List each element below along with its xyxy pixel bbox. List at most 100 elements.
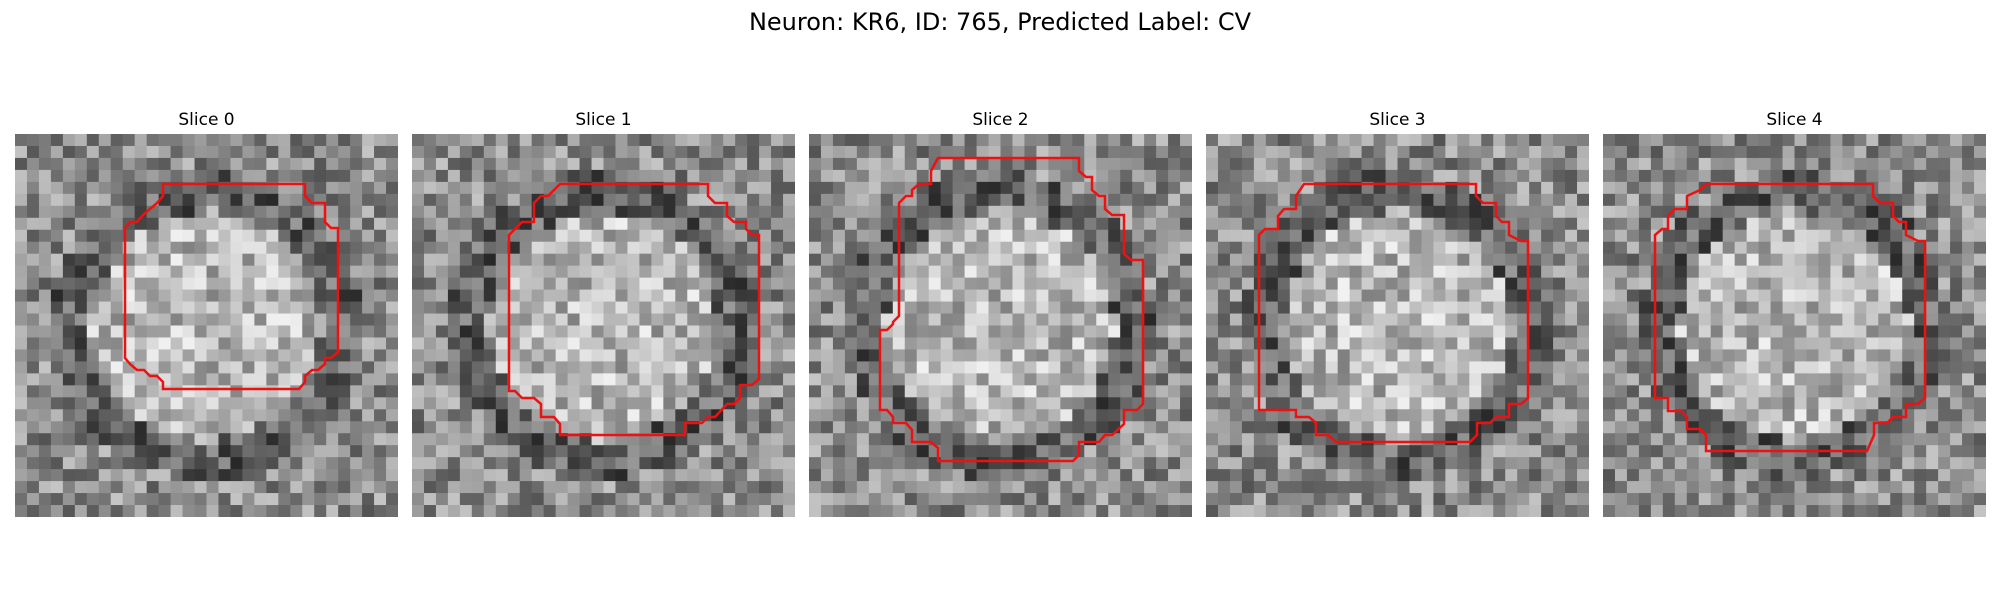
- pixel: [567, 505, 581, 517]
- pixel: [1577, 469, 1589, 482]
- pixel: [1493, 253, 1506, 267]
- pixel: [362, 397, 375, 410]
- pixel: [74, 373, 88, 386]
- pixel: [1950, 433, 1963, 446]
- pixel: [603, 433, 617, 446]
- pixel: [26, 505, 40, 517]
- pixel: [1902, 145, 1915, 159]
- pixel: [338, 409, 351, 422]
- pixel: [314, 505, 327, 517]
- pixel: [1902, 373, 1915, 386]
- pixel: [1794, 325, 1808, 339]
- pixel: [1060, 337, 1073, 351]
- pixel: [1409, 505, 1423, 517]
- pixel: [459, 169, 473, 183]
- pixel: [856, 433, 870, 446]
- pixel: [856, 229, 870, 243]
- pixel: [1818, 217, 1832, 231]
- pixel: [711, 205, 724, 219]
- pixel: [1830, 157, 1843, 171]
- pixel: [374, 349, 387, 363]
- pixel: [952, 445, 966, 458]
- pixel: [1614, 145, 1628, 159]
- pixel: [1902, 241, 1915, 255]
- pixel: [1638, 277, 1652, 291]
- pixel: [663, 193, 676, 207]
- pixel: [15, 481, 28, 494]
- pixel: [1457, 289, 1470, 303]
- pixel: [1144, 265, 1157, 279]
- pixel: [1890, 265, 1903, 279]
- pixel: [1313, 505, 1327, 517]
- pixel: [543, 505, 557, 517]
- pixel: [1529, 289, 1542, 303]
- pixel: [1710, 134, 1724, 147]
- pixel: [711, 157, 724, 171]
- pixel: [1337, 337, 1351, 351]
- pixel: [832, 469, 846, 482]
- pixel: [1650, 241, 1664, 255]
- pixel: [15, 373, 28, 386]
- pixel: [1265, 421, 1279, 434]
- pixel: [146, 421, 160, 434]
- pixel: [194, 421, 208, 434]
- pixel: [1445, 457, 1458, 470]
- pixel: [1638, 337, 1652, 351]
- pixel: [1974, 433, 1986, 446]
- pixel: [1409, 409, 1423, 422]
- pixel: [687, 349, 700, 363]
- pixel: [1349, 373, 1363, 386]
- pixel: [543, 169, 557, 183]
- pixel: [471, 289, 485, 303]
- pixel: [976, 229, 990, 243]
- pixel: [856, 409, 870, 422]
- pixel: [615, 409, 629, 422]
- pixel: [1650, 265, 1664, 279]
- pixel: [1517, 169, 1530, 183]
- pixel: [242, 313, 255, 327]
- pixel: [507, 397, 521, 410]
- pixel: [1084, 289, 1097, 303]
- pixel: [940, 253, 954, 267]
- pixel: [844, 385, 858, 398]
- pixel: [242, 241, 255, 255]
- pixel: [1734, 349, 1748, 363]
- pixel: [206, 169, 220, 183]
- pixel: [988, 265, 1002, 279]
- pixel: [603, 397, 617, 410]
- pixel: [1445, 157, 1458, 171]
- pixel: [1349, 277, 1363, 291]
- pixel: [1000, 445, 1014, 458]
- pixel: [699, 445, 712, 458]
- pixel: [1770, 349, 1784, 363]
- pixel: [278, 301, 291, 315]
- pixel: [1603, 205, 1616, 219]
- pixel: [1517, 301, 1530, 315]
- pixel: [1108, 373, 1121, 386]
- pixel: [1493, 385, 1506, 398]
- pixel: [242, 433, 255, 446]
- pixel: [928, 229, 942, 243]
- pixel: [809, 481, 822, 494]
- pixel: [976, 469, 990, 482]
- pixel: [278, 469, 291, 482]
- pixel: [880, 181, 894, 195]
- pixel: [38, 337, 52, 351]
- contour-outline: [507, 182, 761, 437]
- pixel: [1144, 457, 1157, 470]
- pixel: [1206, 277, 1219, 291]
- pixel: [627, 169, 641, 183]
- pixel: [170, 134, 184, 147]
- pixel: [1096, 229, 1109, 243]
- pixel: [1746, 265, 1760, 279]
- pixel: [386, 157, 398, 171]
- pixel: [1603, 229, 1616, 243]
- pixel: [471, 157, 485, 171]
- pixel: [1878, 361, 1891, 374]
- pixel: [1289, 493, 1303, 506]
- pixel: [1072, 349, 1085, 363]
- pixel: [266, 193, 279, 207]
- pixel: [1108, 157, 1121, 171]
- pixel: [1217, 181, 1231, 195]
- pixel: [543, 229, 557, 243]
